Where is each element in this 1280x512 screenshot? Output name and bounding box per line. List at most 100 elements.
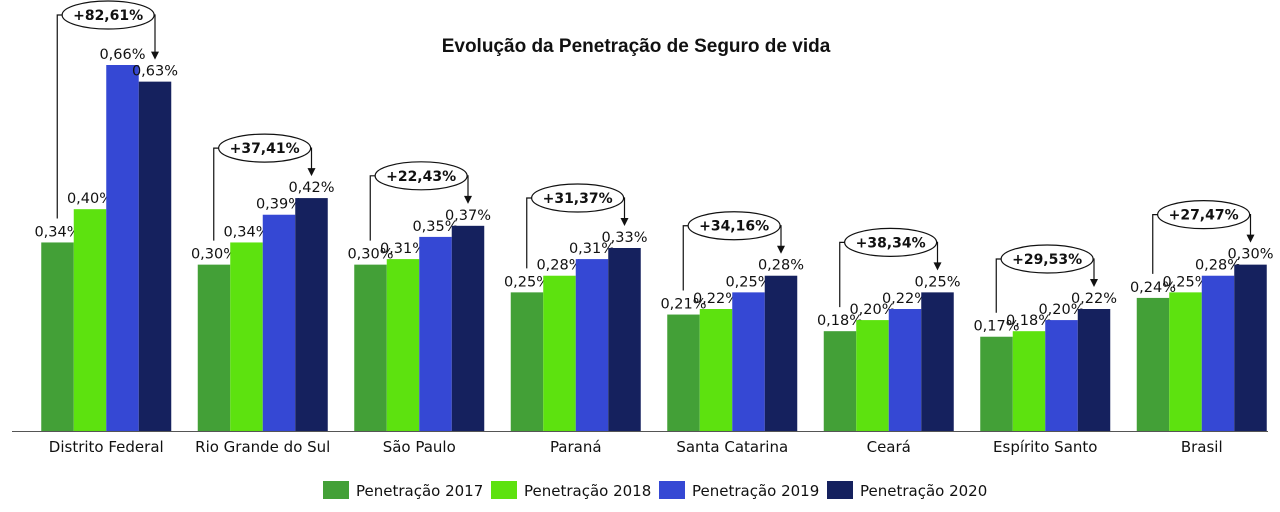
- growth-ellipse-1: [61, 0, 155, 30]
- growth-arrowhead-7: [1090, 279, 1098, 287]
- value-label-1-4: 0,25%: [504, 274, 550, 290]
- bar-4-3: [451, 225, 485, 431]
- value-label-2-8: 0,25%: [1162, 274, 1208, 290]
- bar-3-3: [419, 236, 452, 431]
- value-label-3-1: 0,66%: [99, 47, 145, 63]
- bar-3-1: [106, 65, 139, 431]
- growth-annotation-5: +34,16%: [682, 211, 785, 291]
- growth-annotation-7: +29,53%: [995, 244, 1098, 313]
- growth-arrowhead-2: [307, 168, 316, 177]
- bar-2-1: [73, 209, 107, 431]
- bar-1-6: [823, 331, 857, 431]
- growth-label-7: +29,53%: [1012, 252, 1082, 268]
- growth-ellipse-5: [687, 211, 781, 241]
- growth-arrowhead-8: [1246, 234, 1255, 243]
- bar-2-6: [856, 320, 889, 431]
- value-label-4-4: 0,33%: [601, 230, 647, 246]
- growth-arrowhead-6: [933, 262, 942, 271]
- value-label-3-5: 0,25%: [725, 274, 771, 290]
- bar-2-4: [543, 275, 576, 431]
- bar-3-7: [1045, 320, 1078, 431]
- growth-ellipse-6: [844, 227, 938, 257]
- category-label-4: Paraná: [550, 438, 602, 456]
- bar-1-1: [41, 242, 74, 431]
- legend-label-2: Penetração 2018: [524, 482, 651, 500]
- legend-swatch-4: [827, 481, 853, 499]
- legend-label-1: Penetração 2017: [356, 482, 483, 500]
- bar-1-3: [354, 264, 387, 431]
- growth-ellipse-8: [1157, 200, 1251, 230]
- bar-3-2: [262, 214, 296, 431]
- category-label-2: Rio Grande do Sul: [195, 438, 330, 456]
- bar-4-8: [1234, 264, 1267, 431]
- value-label-1-3: 0,30%: [347, 247, 393, 263]
- legend-swatch-1: [323, 481, 349, 499]
- legend: Penetração 2017 Penetração 2018 Penetração…: [323, 481, 987, 500]
- bar-1-8: [1136, 297, 1170, 431]
- value-label-2-4: 0,28%: [536, 258, 582, 274]
- legend-swatch-2: [491, 481, 517, 499]
- bar-1-4: [510, 292, 544, 431]
- plot-area: 0,34% 0,40% 0,66%0,63% +82,61% Distrito Fede…: [12, 0, 1274, 456]
- value-label-2-6: 0,20%: [849, 302, 895, 318]
- bar-2-3: [386, 259, 420, 431]
- growth-label-6: +38,34%: [856, 235, 926, 251]
- growth-annotation-1: +82,61%: [56, 0, 159, 219]
- growth-arrowhead-3: [464, 195, 472, 204]
- bar-4-1: [138, 81, 172, 432]
- value-label-4-6: 0,25%: [914, 274, 960, 290]
- value-label-1-1: 0,34%: [34, 224, 80, 240]
- value-label-3-7: 0,20%: [1038, 302, 1084, 318]
- bar-3-4: [575, 259, 609, 431]
- value-label-1-2: 0,30%: [191, 247, 237, 263]
- growth-arrowhead-1: [151, 51, 159, 60]
- value-label-3-6: 0,22%: [882, 291, 928, 307]
- growth-label-3: +22,43%: [386, 169, 456, 185]
- bar-4-7: [1077, 309, 1111, 431]
- value-label-4-7: 0,22%: [1071, 291, 1117, 307]
- value-label-1-8: 0,24%: [1130, 280, 1176, 296]
- bar-4-4: [608, 248, 641, 431]
- bar-3-5: [732, 292, 765, 431]
- legend-swatch-3: [659, 481, 685, 499]
- growth-arrowhead-5: [777, 245, 785, 254]
- value-label-1-6: 0,18%: [817, 313, 863, 329]
- category-label-5: Santa Catarina: [676, 438, 788, 456]
- growth-annotation-6: +38,34%: [839, 227, 942, 308]
- bar-1-7: [980, 336, 1013, 431]
- bar-4-2: [295, 198, 328, 431]
- bar-2-2: [230, 242, 263, 431]
- category-label-7: Espírito Santo: [993, 438, 1097, 456]
- category-label-8: Brasil: [1181, 438, 1223, 456]
- growth-label-5: +34,16%: [699, 219, 769, 235]
- value-label-3-3: 0,35%: [412, 219, 458, 235]
- growth-ellipse-3: [374, 161, 468, 191]
- value-label-2-1: 0,40%: [67, 191, 113, 207]
- value-label-3-2: 0,39%: [256, 197, 302, 213]
- value-label-2-2: 0,34%: [223, 224, 269, 240]
- category-label-3: São Paulo: [383, 438, 456, 456]
- growth-ellipse-2: [218, 133, 312, 163]
- chart-title: Evolução da Penetração de Seguro de vida: [442, 36, 831, 57]
- growth-annotation-4: +31,37%: [526, 183, 629, 269]
- value-label-2-7: 0,18%: [1006, 313, 1052, 329]
- bar-2-8: [1169, 292, 1202, 431]
- value-label-1-5: 0,21%: [660, 297, 706, 313]
- value-label-4-8: 0,30%: [1227, 247, 1273, 263]
- bar-1-2: [197, 264, 231, 431]
- growth-label-8: +27,47%: [1169, 208, 1239, 224]
- bar-3-6: [888, 309, 922, 431]
- bar-4-6: [921, 292, 954, 431]
- growth-ellipse-7: [1000, 244, 1094, 274]
- value-label-1-7: 0,17%: [973, 319, 1019, 335]
- value-label-3-4: 0,31%: [569, 241, 615, 257]
- growth-label-1: +82,61%: [73, 8, 143, 24]
- bar-3-8: [1201, 275, 1235, 431]
- bar-2-5: [699, 309, 733, 431]
- value-label-3-8: 0,28%: [1195, 258, 1241, 274]
- category-label-1: Distrito Federal: [49, 438, 164, 456]
- growth-arrowhead-4: [620, 218, 629, 226]
- growth-ellipse-4: [531, 183, 625, 213]
- bar-4-5: [764, 275, 798, 431]
